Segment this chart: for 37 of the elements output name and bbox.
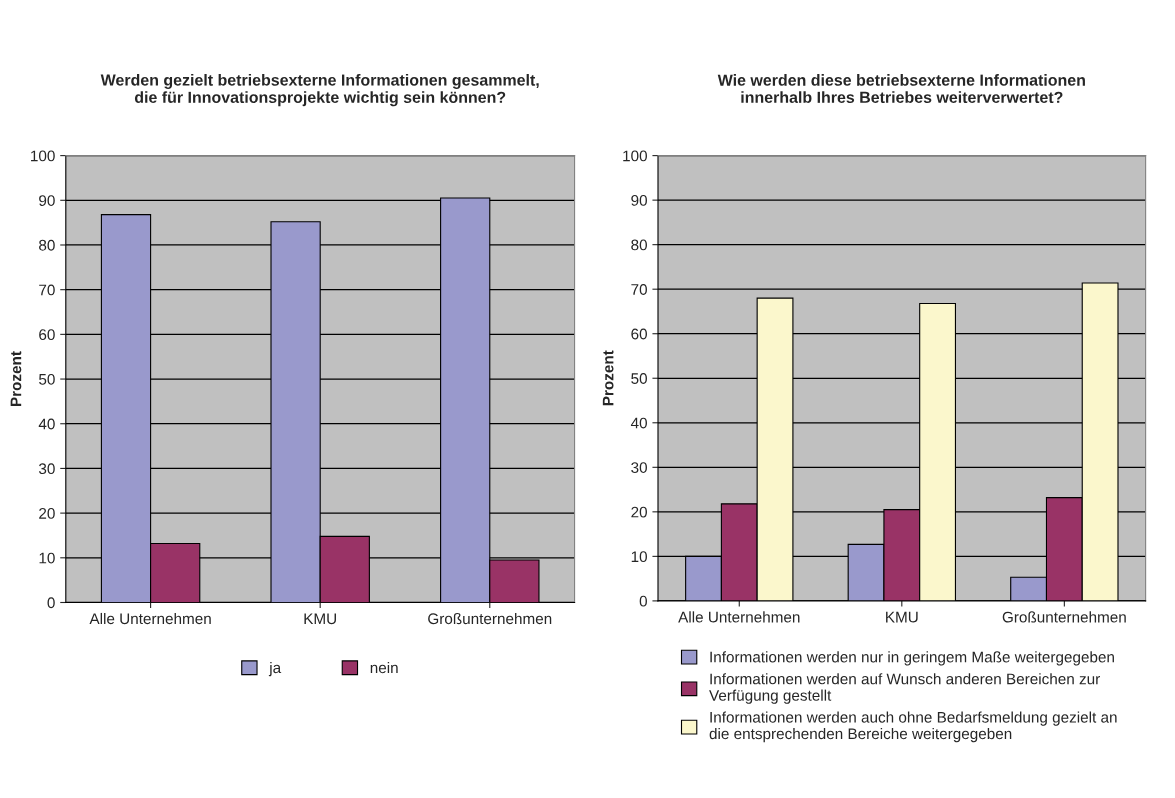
y-tick-label: 90 <box>39 195 55 206</box>
y-tick-label: 30 <box>38 463 55 475</box>
y-tick-label: 50 <box>631 373 647 384</box>
x-tick-label: Alle Unternehmen <box>89 612 211 625</box>
y-tick-label: 60 <box>39 329 55 341</box>
x-tick-label: KMU <box>886 611 918 623</box>
chart-title: Werden gezielt betriebsexterne Informationen gesammelt, die für Innovationsprojekte wichtig sein können? <box>100 73 539 107</box>
y-tick-label: 100 <box>623 150 647 162</box>
y-tick-label: 70 <box>39 284 55 296</box>
y-tick-label: 10 <box>631 551 647 563</box>
legend-label: Informationen werden nur in geringem Maße weitergegeben <box>710 651 1114 666</box>
y-tick-label: 40 <box>630 417 647 429</box>
chart-title: Wie werden diese betriebsexterne Informationen innerhalb Ihres Betriebes weiterverwertet? <box>717 74 1085 103</box>
y-axis-title: Prozent <box>602 350 614 406</box>
x-tick-label: Großunternehmen <box>428 612 552 625</box>
legend-label: Informationen werden auf Wunsch anderen Bereichen zur Verfügung gestellt <box>709 673 1100 704</box>
x-tick-label: KMU <box>304 613 336 625</box>
legend-label: Informationen werden auch ohne Bedarfsmeldung gezielt an die entsprechenden Bereiche weitergegeben <box>709 711 1117 743</box>
y-tick-label: 0 <box>47 597 55 609</box>
legend-label: nein <box>370 661 398 674</box>
x-tick-label: Großunternehmen <box>1002 611 1126 623</box>
legend-label: ja <box>268 661 282 677</box>
y-tick-label: 90 <box>631 195 647 206</box>
y-tick-label: 40 <box>38 418 55 430</box>
y-tick-label: 10 <box>39 552 55 564</box>
y-tick-label: 60 <box>631 328 647 340</box>
y-tick-label: 30 <box>631 462 647 473</box>
y-tick-label: 80 <box>631 239 647 251</box>
y-tick-label: 20 <box>631 506 647 518</box>
y-tick-label: 0 <box>639 595 647 607</box>
y-tick-label: 80 <box>39 239 55 251</box>
y-tick-label: 50 <box>39 373 55 385</box>
y-tick-label: 20 <box>39 507 55 519</box>
y-axis-title: Prozent <box>10 351 22 407</box>
y-tick-label: 70 <box>631 284 647 295</box>
x-tick-label: Alle Unternehmen <box>678 611 800 623</box>
y-tick-label: 100 <box>31 150 55 162</box>
